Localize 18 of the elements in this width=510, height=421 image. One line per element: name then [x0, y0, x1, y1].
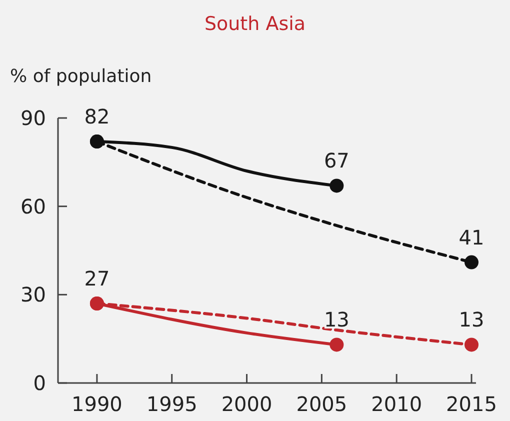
data-label: 27 [84, 266, 110, 290]
data-label: 13 [458, 308, 484, 332]
chart-title: South Asia [204, 13, 306, 35]
x-tick-label: 2010 [371, 392, 422, 416]
x-tick-label: 2005 [296, 392, 348, 416]
x-tick-label: 1990 [72, 392, 122, 416]
y-axis-title: % of population [10, 66, 152, 87]
y-tick-label: 30 [20, 282, 46, 307]
y-tick-label: 90 [20, 106, 46, 130]
x-tick-label: 2000 [221, 392, 272, 416]
data-label: 13 [324, 308, 350, 332]
x-tick-label: 1995 [146, 392, 198, 416]
data-label: 41 [458, 225, 484, 250]
data-label: 82 [84, 104, 110, 129]
x-tick-label: 2015 [446, 392, 497, 416]
data-label: 67 [324, 148, 350, 173]
y-tick-label: 60 [20, 194, 46, 218]
y-tick-label: 0 [33, 371, 46, 395]
